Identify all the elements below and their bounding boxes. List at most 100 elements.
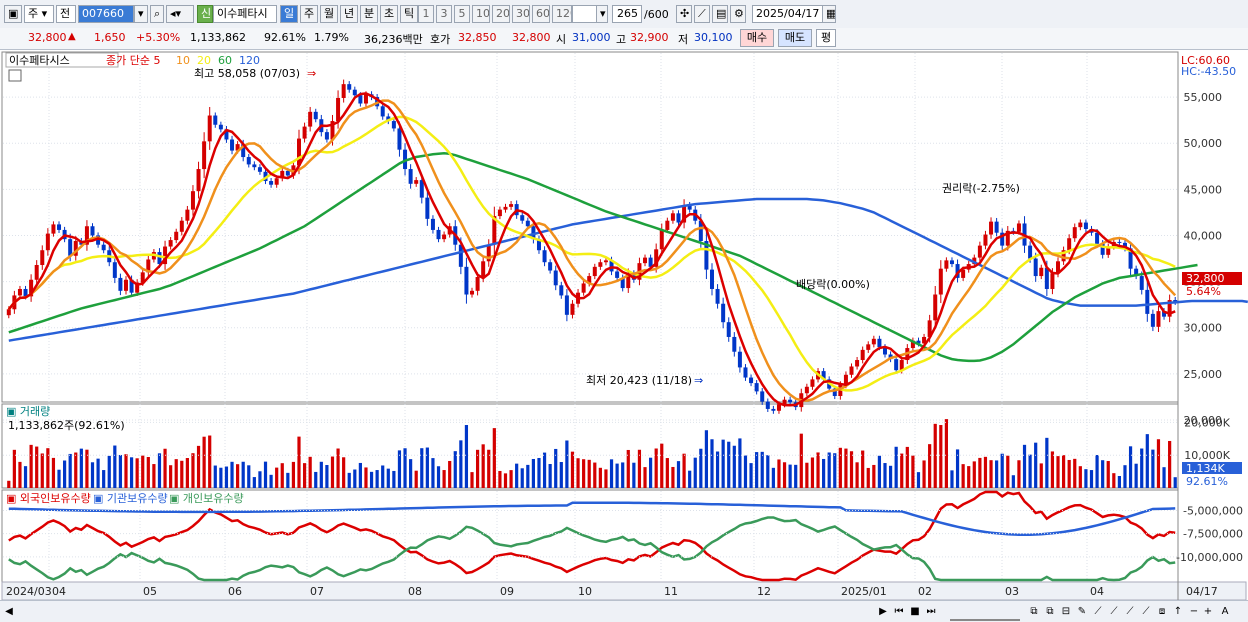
- candle-body: [190, 191, 195, 210]
- tick-1-button[interactable]: 1: [418, 5, 434, 23]
- candle-body: [51, 224, 56, 234]
- volume-bar: [258, 471, 262, 488]
- candle-body: [977, 245, 982, 258]
- forward-icon[interactable]: ⏭: [926, 606, 936, 617]
- period-2-button[interactable]: 월: [320, 5, 338, 23]
- low-arrow-icon: ⇒: [694, 374, 703, 387]
- period-0-button[interactable]: 일: [280, 5, 298, 23]
- date-axis-label: 10: [578, 585, 592, 598]
- count-input[interactable]: 265: [612, 5, 642, 23]
- period-1-button[interactable]: 주: [300, 5, 318, 23]
- tick-120-button[interactable]: 120: [552, 5, 572, 23]
- period-3-button[interactable]: 년: [340, 5, 358, 23]
- candle-body: [140, 272, 145, 283]
- arrow-icon[interactable]: ↑: [1173, 606, 1183, 617]
- sell-button[interactable]: 매도: [778, 29, 812, 47]
- volume-bar: [838, 447, 842, 488]
- volume-bar: [849, 451, 854, 488]
- candle-body: [386, 116, 391, 122]
- rewind-icon[interactable]: ⏮: [894, 606, 904, 617]
- volume-bar: [342, 457, 346, 488]
- search-icon[interactable]: ⌕: [150, 5, 164, 23]
- speaker-icon[interactable]: ◂▾: [166, 5, 194, 23]
- font-size-icon[interactable]: A: [1221, 606, 1229, 617]
- crosshair-icon[interactable]: ✣: [676, 5, 692, 23]
- gear-icon[interactable]: ⚙: [730, 5, 746, 23]
- date-axis-label: 04/17: [1186, 585, 1218, 598]
- volume-bar: [799, 433, 803, 488]
- volume-bar: [755, 452, 759, 488]
- zoom-in-icon[interactable]: +: [1203, 606, 1213, 617]
- eval-button[interactable]: 평: [816, 29, 836, 47]
- stop-icon[interactable]: ■: [910, 606, 920, 617]
- candle-body: [531, 226, 536, 240]
- price-tick-label: 45,000: [1184, 183, 1223, 196]
- zoom-out-icon[interactable]: −: [1189, 606, 1199, 617]
- buy-button[interactable]: 매수: [740, 29, 774, 47]
- candle-body: [29, 279, 34, 297]
- image-icon[interactable]: ⧈: [1158, 606, 1166, 617]
- date-input[interactable]: 2025/04/17: [752, 5, 824, 23]
- volume-bar: [425, 447, 429, 488]
- period-4-button[interactable]: 분: [360, 5, 378, 23]
- volume-bar: [939, 425, 943, 488]
- fit-icon[interactable]: ⧉: [1030, 606, 1038, 617]
- split-icon[interactable]: ⊟: [1061, 606, 1071, 617]
- play-icon[interactable]: ▶: [879, 606, 887, 617]
- chart-canvas[interactable]: 55,00050,00045,00040,00035,00030,00025,0…: [0, 50, 1248, 600]
- volume-bar: [487, 449, 491, 488]
- volume-bar: [972, 461, 976, 488]
- candle-body: [492, 216, 497, 245]
- tick-30-button[interactable]: 30: [512, 5, 530, 23]
- volume-bar: [727, 441, 731, 488]
- volume-bar: [872, 464, 876, 488]
- tick-10-button[interactable]: 10: [472, 5, 490, 23]
- volume-bar: [559, 462, 563, 488]
- calendar-icon[interactable]: ▦: [822, 5, 836, 23]
- code-dropdown-icon[interactable]: ▾: [134, 5, 148, 23]
- candle-body: [564, 295, 569, 315]
- mode-select[interactable]: 주 ▾: [24, 5, 54, 23]
- chart-scrollbar[interactable]: ◀ ▶ ⏮ ■ ⏭ ⧉ ⧉ ⊟ ✎ ⟋ ⟋ ⟋ ⟋ ⧈ ↑ − + A: [0, 600, 1248, 622]
- period-6-button[interactable]: 틱: [400, 5, 418, 23]
- volume-bar: [721, 439, 725, 488]
- tick-20-button[interactable]: 20: [492, 5, 510, 23]
- pen-icon[interactable]: ✎: [1077, 606, 1087, 617]
- tick-dropdown-icon[interactable]: ▾: [596, 5, 608, 23]
- tick-3-button[interactable]: 3: [436, 5, 452, 23]
- layout-icon[interactable]: ▣: [4, 5, 22, 23]
- code-input[interactable]: 007660: [78, 5, 134, 23]
- draw-line-icon[interactable]: ⟋: [694, 5, 710, 23]
- candle-body: [23, 288, 28, 297]
- period-5-button[interactable]: 초: [380, 5, 398, 23]
- candle-body: [592, 266, 597, 277]
- volume-bar: [565, 440, 569, 488]
- tick-5-button[interactable]: 5: [454, 5, 470, 23]
- candle-body: [782, 399, 787, 405]
- scroll-left-icon[interactable]: ◀: [5, 606, 13, 617]
- volume-bar: [743, 455, 748, 488]
- volume-bar: [671, 466, 675, 488]
- line-tool-2-icon[interactable]: ⟋: [1110, 606, 1118, 617]
- candle-body: [860, 349, 865, 361]
- volume-bar: [1145, 434, 1149, 488]
- candle-body: [403, 149, 408, 170]
- chart-background: [0, 50, 1248, 600]
- line-tool-icon[interactable]: ⟋: [1094, 606, 1102, 617]
- fan-icon[interactable]: ⟋: [1126, 606, 1134, 617]
- volume-bar: [933, 423, 937, 488]
- zoom-slider[interactable]: [950, 604, 1020, 621]
- volume-bar: [503, 473, 508, 488]
- scope-select[interactable]: 전: [56, 5, 76, 23]
- volume-annotation: 1,133,862주(92.61%): [8, 419, 125, 432]
- save-icon[interactable]: ▤: [712, 5, 728, 23]
- volume-bar: [805, 462, 809, 488]
- ruler-icon[interactable]: ⟋: [1142, 606, 1150, 617]
- candle-body: [832, 388, 837, 397]
- foreign-holding-line: [8, 490, 1176, 582]
- date-axis-label: 02: [918, 585, 932, 598]
- copy-icon[interactable]: ⧉: [1046, 606, 1054, 617]
- tick-60-button[interactable]: 60: [532, 5, 550, 23]
- candle-body: [207, 115, 212, 142]
- candle-body: [252, 164, 257, 168]
